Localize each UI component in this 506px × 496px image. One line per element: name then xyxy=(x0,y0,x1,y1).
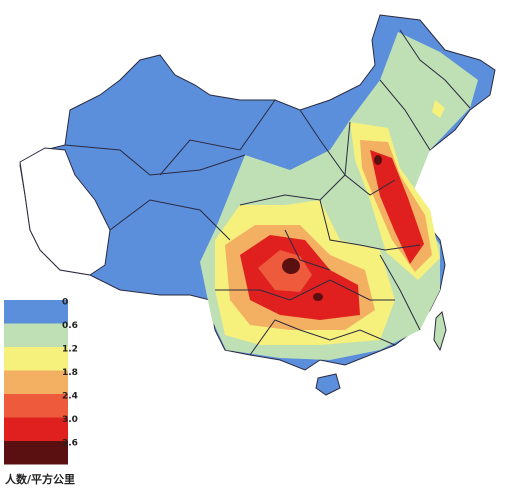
legend-swatch xyxy=(4,417,68,441)
density-core xyxy=(282,258,300,274)
legend-swatch xyxy=(4,323,68,347)
density-core xyxy=(374,155,382,165)
legend-label: 0.6 xyxy=(62,321,78,331)
legend-swatch xyxy=(4,394,68,418)
legend-label: 3.0 xyxy=(62,415,78,425)
legend-swatch xyxy=(4,300,68,324)
legend-swatch xyxy=(4,441,68,465)
legend-label: 0 xyxy=(62,298,68,308)
china-map xyxy=(19,14,496,396)
hainan xyxy=(315,373,341,396)
legend-label: 1.8 xyxy=(62,368,78,378)
legend: 人数/平方公里 0 0.6 1.2 1.8 2.4 3.0 3.6 xyxy=(4,298,78,486)
blank-region xyxy=(19,147,111,276)
legend-swatch xyxy=(4,370,68,394)
province-borders xyxy=(64,29,471,356)
density-core xyxy=(313,293,323,301)
legend-label: 2.4 xyxy=(62,392,78,402)
legend-title: 人数/平方公里 xyxy=(5,472,75,486)
taiwan xyxy=(433,311,447,352)
legend-swatch xyxy=(4,347,68,371)
legend-label: 3.6 xyxy=(62,439,78,449)
legend-label: 1.2 xyxy=(62,345,78,355)
